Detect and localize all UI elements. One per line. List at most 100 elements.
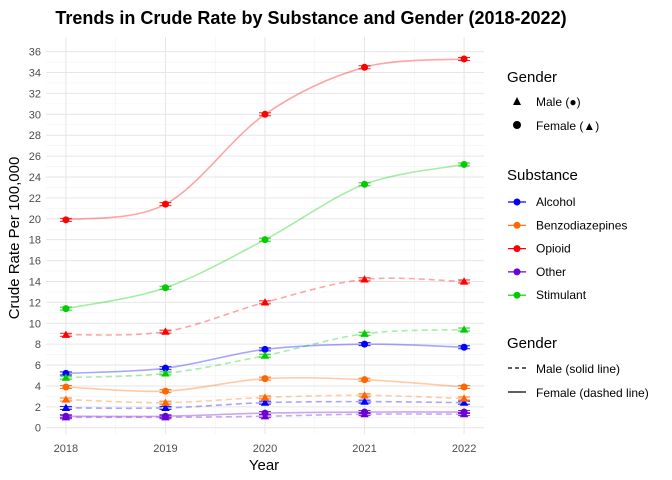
point-benzodiazepines-female [460,383,468,391]
point-stimulant-male [459,325,469,333]
point-benzodiazepines-female [361,376,369,384]
legend-gender-line-label: Male (solid line) [536,362,620,376]
point-opioid-male [260,298,270,306]
y-tick-label: 36 [29,47,41,59]
x-tick-label: 2022 [452,443,476,455]
y-tick-label: 34 [29,68,41,80]
legend-substance-label: Opioid [536,242,571,256]
legend-substance-label: Stimulant [536,288,587,302]
point-alcohol-male [61,403,71,412]
point-benzodiazepines-female [161,387,169,395]
point-alcohol-female [460,343,468,351]
legend-substance-key-dot [513,291,521,299]
legend-substance-label: Alcohol [536,195,575,209]
x-tick-label: 2021 [352,443,376,455]
y-axis-title: Crude Rate Per 100,000 [6,157,23,320]
y-tick-label: 4 [35,381,41,393]
point-opioid-male [61,330,71,338]
point-other-male [260,412,270,420]
point-benzodiazepines-male [360,391,369,399]
point-opioid-female [261,110,269,118]
point-benzodiazepines-male [459,394,469,402]
point-opioid-male [360,275,369,283]
point-benzodiazepines-female [261,375,269,383]
series-line-other-male [65,413,465,419]
legend-gender-line-label: Female (dashed line) [536,386,649,400]
point-stimulant-female [62,305,70,313]
point-alcohol-male [459,398,469,406]
point-benzodiazepines-male [161,398,170,406]
legend-gender-line: Gender Male (solid line) Female (dashed … [507,335,649,400]
point-alcohol-female [361,340,369,348]
point-stimulant-female [261,236,269,244]
chart-title: Trends in Crude Rate by Substance and Ge… [55,8,566,28]
point-stimulant-female [460,160,468,168]
y-tick-label: 30 [29,109,41,121]
y-tick-label: 8 [35,339,41,351]
y-tick-label: 18 [29,235,41,247]
point-stimulant-female [161,284,169,292]
point-other-male [459,409,469,418]
legend-substance-label: Other [536,265,566,279]
legend-substance-key-dot [513,221,521,229]
point-opioid-female [62,216,70,224]
legend-substance-title: Substance [507,167,578,184]
legend-gender-shape-label: Female (▲) [536,119,599,133]
y-tick-label: 6 [35,360,41,372]
x-tick-label: 2019 [153,443,177,455]
x-axis-title: Year [249,457,279,474]
series-line-alcohol-male [65,400,465,410]
series-points [59,55,471,421]
point-benzodiazepines-female [62,383,70,391]
x-tick-label: 2018 [54,443,78,455]
legend-gender-shape: Gender Male (●) Female (▲) [507,69,599,133]
point-alcohol-female [161,364,169,372]
y-tick-label: 26 [29,151,41,163]
point-alcohol-male [360,397,369,405]
point-other-male [161,413,170,421]
point-stimulant-male [260,351,270,359]
point-opioid-female [460,55,468,63]
y-tick-label: 10 [29,318,41,330]
legend-substance-key-dot [513,245,521,253]
y-tick-label: 0 [35,423,41,435]
legend-gender-line-title: Gender [507,335,557,352]
y-tick-label: 14 [29,276,41,288]
point-stimulant-female [361,180,369,188]
point-opioid-female [361,63,369,71]
point-alcohol-female [261,345,269,353]
legend-substance-key-dot [513,268,521,276]
y-tick-label: 16 [29,256,41,268]
point-opioid-male [459,277,469,285]
legend-gender-shape-label: Male (●) [536,95,581,109]
point-benzodiazepines-male [61,395,71,403]
point-opioid-male [161,327,170,335]
point-alcohol-male [161,403,170,412]
gridlines [46,37,484,434]
point-alcohol-male [260,398,270,406]
y-tick-label: 12 [29,297,41,309]
legend-substance-key-dot [513,198,521,206]
point-other-male [61,413,71,421]
y-tick-label: 32 [29,88,41,100]
legend-substance-label: Benzodiazepines [536,218,627,232]
y-tick-label: 28 [29,130,41,142]
y-tick-label: 24 [29,172,41,184]
point-other-male [360,409,369,418]
x-tick-label: 2020 [253,443,277,455]
y-tick-label: 20 [29,214,41,226]
point-benzodiazepines-male [260,393,270,401]
legend-circle-marker [513,121,521,129]
series-line-benzodiazepines-male [65,394,465,404]
legend-triangle-marker [513,97,521,105]
point-opioid-female [161,200,169,208]
y-tick-label: 22 [29,193,41,205]
point-stimulant-male [161,369,170,377]
legend-substance: Substance Alcohol Benzodiazepines Opioid Ot… [507,167,627,302]
point-stimulant-male [61,373,71,381]
point-stimulant-male [360,329,369,337]
legend-gender-shape-title: Gender [507,69,557,86]
y-tick-label: 2 [35,402,41,414]
